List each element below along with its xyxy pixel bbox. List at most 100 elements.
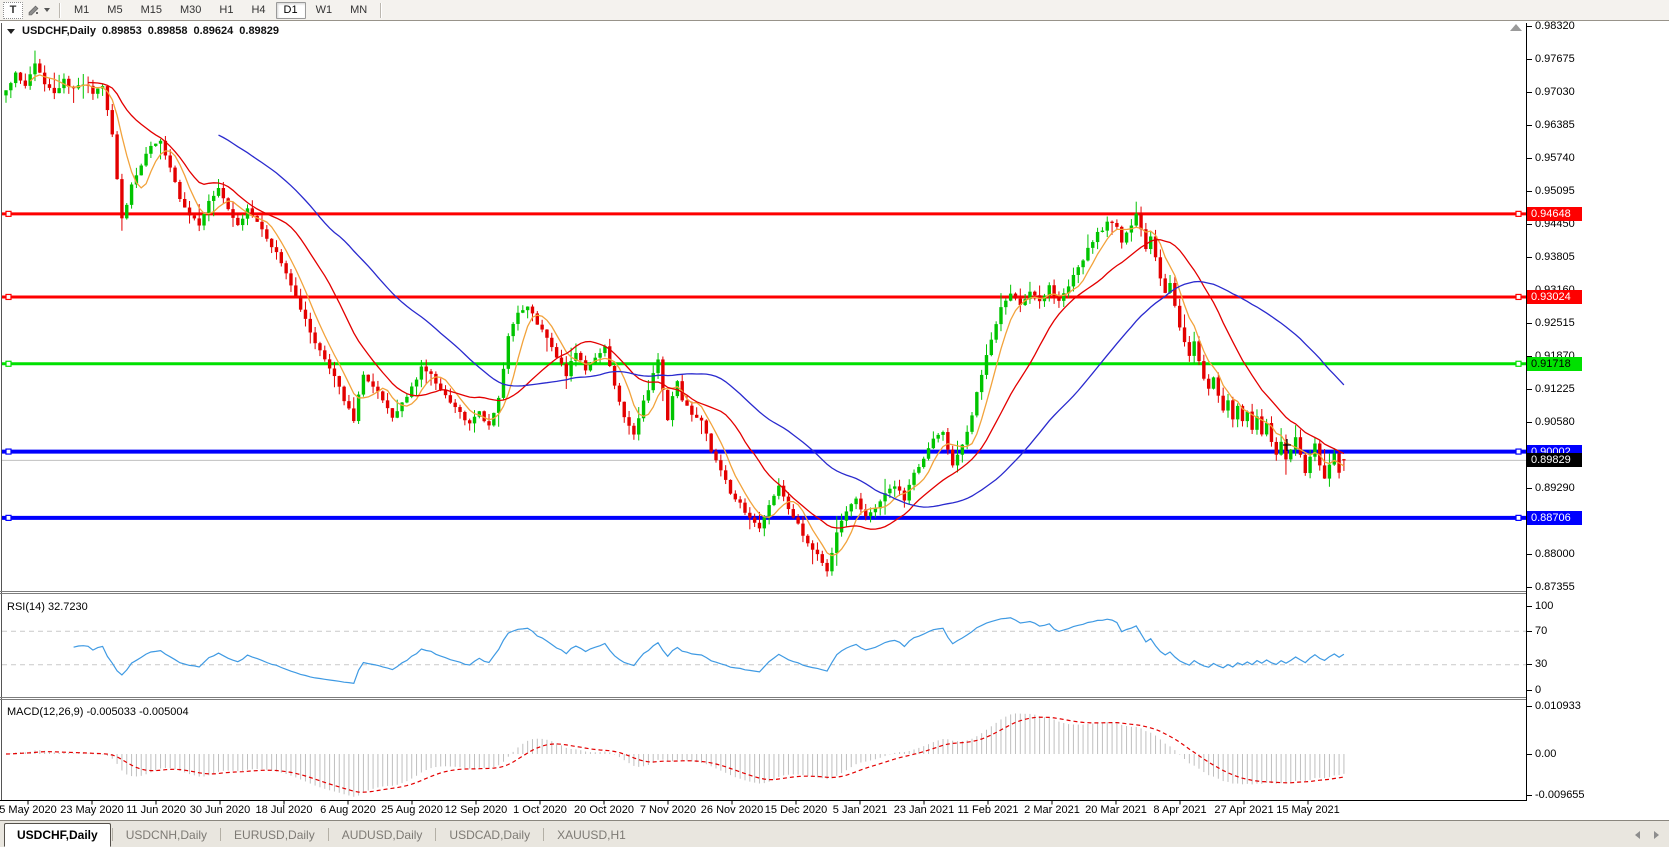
date-label: 2 Mar 2021 (1024, 804, 1080, 816)
axis-tick (1527, 256, 1532, 258)
date-label: 18 Jul 2020 (255, 804, 313, 816)
chart-tab-bar: USDCHF,Daily USDCNH,Daily EURUSD,Daily AUDU… (0, 820, 1669, 847)
chart-symbol-title: USDCHF,Daily (22, 25, 96, 37)
date-label: 27 Apr 2021 (1214, 804, 1274, 816)
axis-tick (1527, 664, 1532, 666)
tab-separator (111, 828, 113, 841)
level-price-tag[interactable]: 0.88706 (1527, 510, 1582, 525)
date-label: 15 May 2021 (1276, 804, 1340, 816)
ma-18-line (88, 81, 1345, 530)
timeframe-toolbar: T M1 M5 M15 M30 H1 H4 D1 W1 MN (0, 0, 1669, 21)
price-tick-label: 0.88000 (1535, 547, 1575, 560)
tab-separator (220, 828, 222, 841)
date-label: 20 Mar 2021 (1085, 804, 1147, 816)
tab-usdcad[interactable]: USDCAD,Daily (449, 828, 531, 842)
timeframe-button-mn[interactable]: MN (350, 4, 368, 16)
price-chart-canvas[interactable] (0, 21, 1526, 820)
rsi-tick-label: 100 (1535, 599, 1554, 612)
tab-usdcnh[interactable]: USDCNH,Daily (125, 828, 208, 842)
date-label: 30 Jun 2020 (189, 804, 251, 816)
toolbar-separator (380, 2, 383, 18)
chart-header: USDCHF,Daily 0.89853 0.89858 0.89624 0.8… (7, 25, 279, 37)
axis-tick (1527, 553, 1532, 555)
axis-tick (1527, 157, 1532, 159)
rsi-label: RSI(14) 32.7230 (7, 601, 88, 613)
axis-tick (1527, 630, 1532, 632)
timeframe-button-h4[interactable]: H4 (251, 4, 266, 16)
chart-expander-icon[interactable] (7, 28, 15, 34)
price-tick-label: 0.97675 (1535, 52, 1575, 65)
tab-separator (327, 828, 329, 841)
axis-tick (1527, 58, 1532, 60)
quote-open: 0.89853 (101, 25, 142, 37)
axis-tick (1527, 421, 1532, 423)
axis-tick (1527, 91, 1532, 93)
date-label: 23 Jan 2021 (893, 804, 955, 816)
quote-high: 0.89858 (147, 25, 188, 37)
axis-tick (1527, 223, 1532, 225)
timeframe-button-w1[interactable]: W1 (315, 4, 333, 16)
price-tick-label: 0.95740 (1535, 151, 1575, 164)
rsi-tick-label: 0 (1535, 683, 1542, 696)
date-label: 5 May 2020 (0, 804, 57, 816)
toolbar-separator (59, 2, 61, 18)
level-price-tag[interactable]: 0.93024 (1527, 289, 1582, 304)
date-label: 1 Oct 2020 (513, 804, 567, 816)
date-label: 20 Oct 2020 (574, 804, 634, 816)
text-tool-button[interactable]: T (3, 1, 23, 19)
styler-icon (28, 5, 39, 15)
date-axis[interactable]: 5 May 2020 23 May 2020 11 Jun 2020 30 Jun 2… (0, 802, 1526, 820)
rsi-tick-label: 30 (1535, 658, 1548, 671)
axis-tick (1527, 322, 1532, 324)
quote-close: 0.89829 (239, 25, 280, 37)
candles-layer[interactable] (4, 50, 1346, 577)
axis-tick (1527, 355, 1532, 357)
tab-scroll-right-icon[interactable] (1654, 831, 1659, 839)
ma-6-line (29, 74, 1345, 557)
rsi-tick-label: 70 (1535, 624, 1548, 637)
date-label: 26 Nov 2020 (700, 804, 764, 816)
price-tick-label: 0.97030 (1535, 85, 1575, 98)
timeframe-button-m1[interactable]: M1 (74, 4, 90, 16)
axis-tick (1527, 753, 1532, 755)
tab-separator (435, 828, 437, 841)
price-tick-label: 0.89290 (1535, 481, 1575, 494)
level-price-tag[interactable]: 0.91718 (1527, 356, 1582, 371)
tab-separator (543, 828, 545, 841)
price-tick-label: 0.93805 (1535, 250, 1575, 263)
current-price-tag[interactable]: 0.89829 (1527, 453, 1582, 468)
price-tick-label: 0.87355 (1535, 580, 1575, 593)
tab-xauusd[interactable]: XAUUSD,H1 (557, 828, 626, 842)
timeframe-button-d1[interactable]: D1 (275, 1, 306, 19)
timeframe-button-m30[interactable]: M30 (179, 4, 202, 16)
date-label: 23 May 2020 (60, 804, 124, 816)
macd-label: MACD(12,26,9) -0.005033 -0.005004 (7, 706, 189, 718)
styler-button[interactable] (23, 2, 54, 19)
date-label: 6 Aug 2020 (320, 804, 376, 816)
timeframe-button-m15[interactable]: M15 (140, 4, 162, 16)
level-price-tag[interactable]: 0.94648 (1527, 206, 1582, 221)
timeframe-button-h1[interactable]: H1 (219, 4, 234, 16)
tab-eurusd[interactable]: EURUSD,Daily (234, 828, 315, 842)
date-label: 11 Feb 2021 (957, 804, 1019, 816)
price-tick-label: 0.90580 (1535, 415, 1575, 428)
tab-usdchf[interactable]: USDCHF,Daily (4, 823, 111, 847)
tab-scroll-left-icon[interactable] (1635, 831, 1640, 839)
axis-tick (1527, 487, 1532, 489)
axis-tick (1527, 706, 1532, 708)
price-tick-label: 0.98320 (1535, 19, 1575, 32)
price-tick-label: 0.96385 (1535, 118, 1575, 131)
cross-marker[interactable] (1283, 439, 1291, 451)
date-label: 8 Apr 2021 (1153, 804, 1207, 816)
chart-scroll-marker[interactable] (1510, 24, 1522, 31)
tab-audusd[interactable]: AUDUSD,Daily (341, 828, 423, 842)
price-tick-label: 0.91225 (1535, 382, 1575, 395)
chart-area[interactable]: USDCHF,Daily 0.89853 0.89858 0.89624 0.8… (0, 19, 1669, 820)
axis-tick (1527, 388, 1532, 390)
axis-tick (1527, 689, 1532, 691)
macd-histogram (10, 713, 1345, 797)
price-axis[interactable]: 0.98320 0.97675 0.97030 0.96385 0.95740 0.950… (1526, 19, 1669, 820)
price-tick-label: 0.95095 (1535, 184, 1575, 197)
timeframe-button-m5[interactable]: M5 (107, 4, 123, 16)
quote-low: 0.89624 (193, 25, 234, 37)
